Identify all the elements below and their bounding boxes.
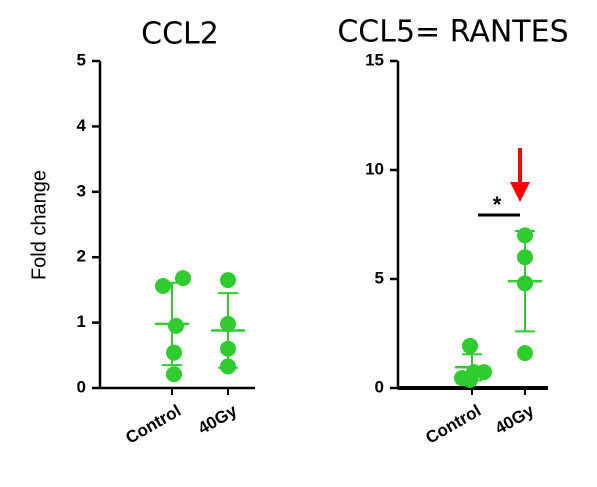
data-point bbox=[517, 227, 533, 244]
data-point bbox=[166, 344, 182, 361]
y-tick-label: 15 bbox=[365, 50, 384, 69]
data-point bbox=[220, 272, 236, 289]
y-tick-label: 4 bbox=[77, 116, 87, 135]
data-point bbox=[476, 364, 492, 381]
data-point bbox=[220, 358, 236, 375]
arrow-head bbox=[510, 182, 530, 202]
data-point bbox=[168, 317, 184, 334]
data-point bbox=[462, 337, 478, 354]
y-tick-label: 0 bbox=[375, 377, 384, 396]
x-tick-label: Control bbox=[122, 401, 184, 448]
y-tick-label: 10 bbox=[365, 159, 384, 178]
y-tick-label: 5 bbox=[375, 268, 384, 287]
x-tick-label: Control bbox=[422, 401, 484, 448]
chart-title: CCL5= RANTES bbox=[337, 15, 568, 50]
y-tick-label: 2 bbox=[77, 247, 86, 266]
data-point bbox=[517, 249, 533, 266]
y-tick-label: 3 bbox=[77, 181, 86, 200]
y-tick-label: 5 bbox=[77, 50, 86, 69]
data-point bbox=[175, 270, 191, 287]
y-tick-label: 1 bbox=[77, 312, 86, 331]
data-point bbox=[166, 366, 182, 383]
significance-label: * bbox=[493, 192, 502, 217]
x-tick-label: 40Gy bbox=[195, 401, 241, 439]
data-point bbox=[155, 277, 171, 294]
data-point bbox=[220, 340, 236, 357]
y-axis-label: Fold change bbox=[28, 170, 50, 280]
data-point bbox=[220, 315, 236, 332]
y-tick-label: 0 bbox=[77, 377, 86, 396]
data-point bbox=[517, 345, 533, 362]
data-point bbox=[462, 371, 478, 388]
data-point bbox=[517, 275, 533, 292]
chart-title: CCL2 bbox=[141, 17, 219, 52]
x-tick-label: 40Gy bbox=[492, 401, 538, 439]
